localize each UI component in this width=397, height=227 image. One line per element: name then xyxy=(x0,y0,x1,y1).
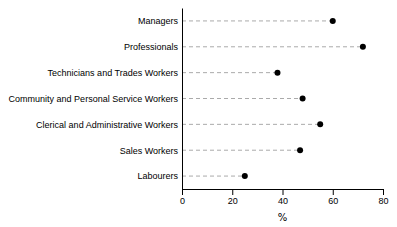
x-tick-label: 60 xyxy=(328,196,338,206)
x-tick-label: 0 xyxy=(180,196,185,206)
x-axis-line xyxy=(183,190,384,196)
y-tick-label: Community and Personal Service Workers xyxy=(9,94,179,104)
y-tick-label: Labourers xyxy=(137,171,178,181)
y-tick-label: Technicians and Trades Workers xyxy=(48,68,179,78)
x-tick-label: 20 xyxy=(228,196,238,206)
dot xyxy=(317,121,323,127)
x-tick-label: 80 xyxy=(378,196,388,206)
y-axis-line xyxy=(182,9,183,190)
y-tick: Technicians and Trades Workers xyxy=(48,68,179,78)
dot-stem xyxy=(182,72,277,73)
y-tick-label: Sales Workers xyxy=(120,146,179,156)
dot-stem xyxy=(182,150,300,151)
plot: 0 20 40 60 80 Labourers Sales Workers Clerical … xyxy=(9,9,389,224)
marks xyxy=(182,18,366,179)
y-tick: Clerical and Administrative Workers xyxy=(36,120,178,130)
y-tick: Community and Personal Service Workers xyxy=(9,94,179,104)
dot xyxy=(242,173,248,179)
x-axis: 0 20 40 60 80 xyxy=(180,189,389,206)
x-tick-mark xyxy=(383,189,384,195)
y-tick: Sales Workers xyxy=(120,146,179,156)
x-tick: 40 xyxy=(278,189,288,206)
dot xyxy=(360,44,366,50)
dot-stem xyxy=(182,98,303,99)
y-tick-label: Professionals xyxy=(124,42,179,52)
chart: 0 20 40 60 80 Labourers Sales Workers Clerical … xyxy=(0,0,397,227)
dot-stem xyxy=(182,20,333,21)
dot xyxy=(330,18,336,24)
dot xyxy=(297,147,303,153)
y-tick: Labourers xyxy=(137,171,178,181)
x-tick-mark xyxy=(333,189,334,195)
x-tick: 0 xyxy=(180,189,185,206)
x-tick-mark xyxy=(232,189,233,195)
x-tick-mark xyxy=(283,189,284,195)
dot-stem xyxy=(182,46,363,47)
dot-stem xyxy=(182,176,245,177)
x-axis-title: % xyxy=(278,212,288,223)
y-tick-label: Clerical and Administrative Workers xyxy=(36,120,178,130)
x-tick: 80 xyxy=(378,189,388,206)
x-tick: 60 xyxy=(328,189,338,206)
y-axis: Labourers Sales Workers Clerical and Admin… xyxy=(9,9,183,190)
x-tick: 20 xyxy=(228,189,238,206)
y-tick-label: Managers xyxy=(138,16,179,26)
x-tick-label: 40 xyxy=(278,196,288,206)
x-tick-mark xyxy=(182,189,183,195)
dot xyxy=(300,96,306,102)
y-tick: Professionals xyxy=(124,42,179,52)
y-tick: Managers xyxy=(138,16,179,26)
dot-stem xyxy=(182,124,320,125)
dot xyxy=(274,70,280,76)
